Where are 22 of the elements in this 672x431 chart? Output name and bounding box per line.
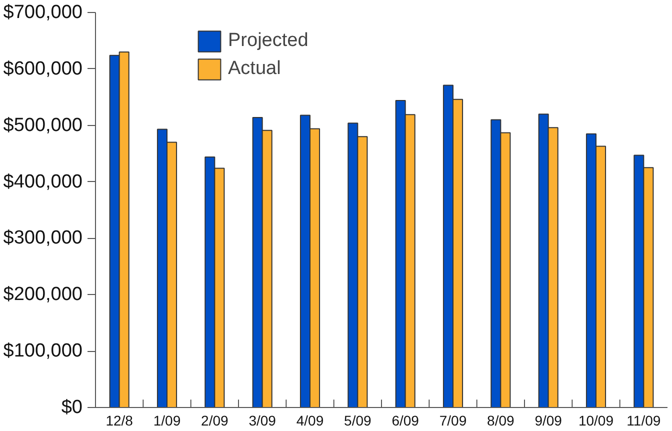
legend-label: Actual [228, 58, 281, 80]
y-tick-label: $300,000 [3, 228, 83, 249]
x-tick-label: 1/09 [153, 412, 181, 428]
y-tick-label: $400,000 [3, 171, 83, 192]
x-tick-label: 10/09 [578, 412, 614, 428]
x-tick-label: 11/09 [626, 412, 661, 428]
x-tick-label: 7/09 [439, 412, 467, 428]
x-tick-label: 8/09 [487, 412, 515, 428]
legend-label: Projected [228, 30, 308, 52]
y-tick-label: $0 [61, 397, 83, 418]
x-tick-label: 12/8 [106, 412, 134, 428]
x-tick-label: 2/09 [201, 412, 229, 428]
y-tick-label: $600,000 [3, 58, 83, 80]
x-tick-label: 4/09 [296, 412, 324, 428]
y-tick-label: $200,000 [3, 284, 83, 306]
x-tick-label: 5/09 [344, 412, 372, 428]
x-tick-label: 3/09 [248, 412, 276, 428]
x-tick-label: 9/09 [534, 412, 562, 428]
y-tick-label: $500,000 [3, 114, 83, 136]
y-tick-label: $700,000 [3, 2, 83, 23]
x-tick-label: 6/09 [392, 412, 420, 428]
y-tick-label: $100,000 [3, 340, 83, 362]
